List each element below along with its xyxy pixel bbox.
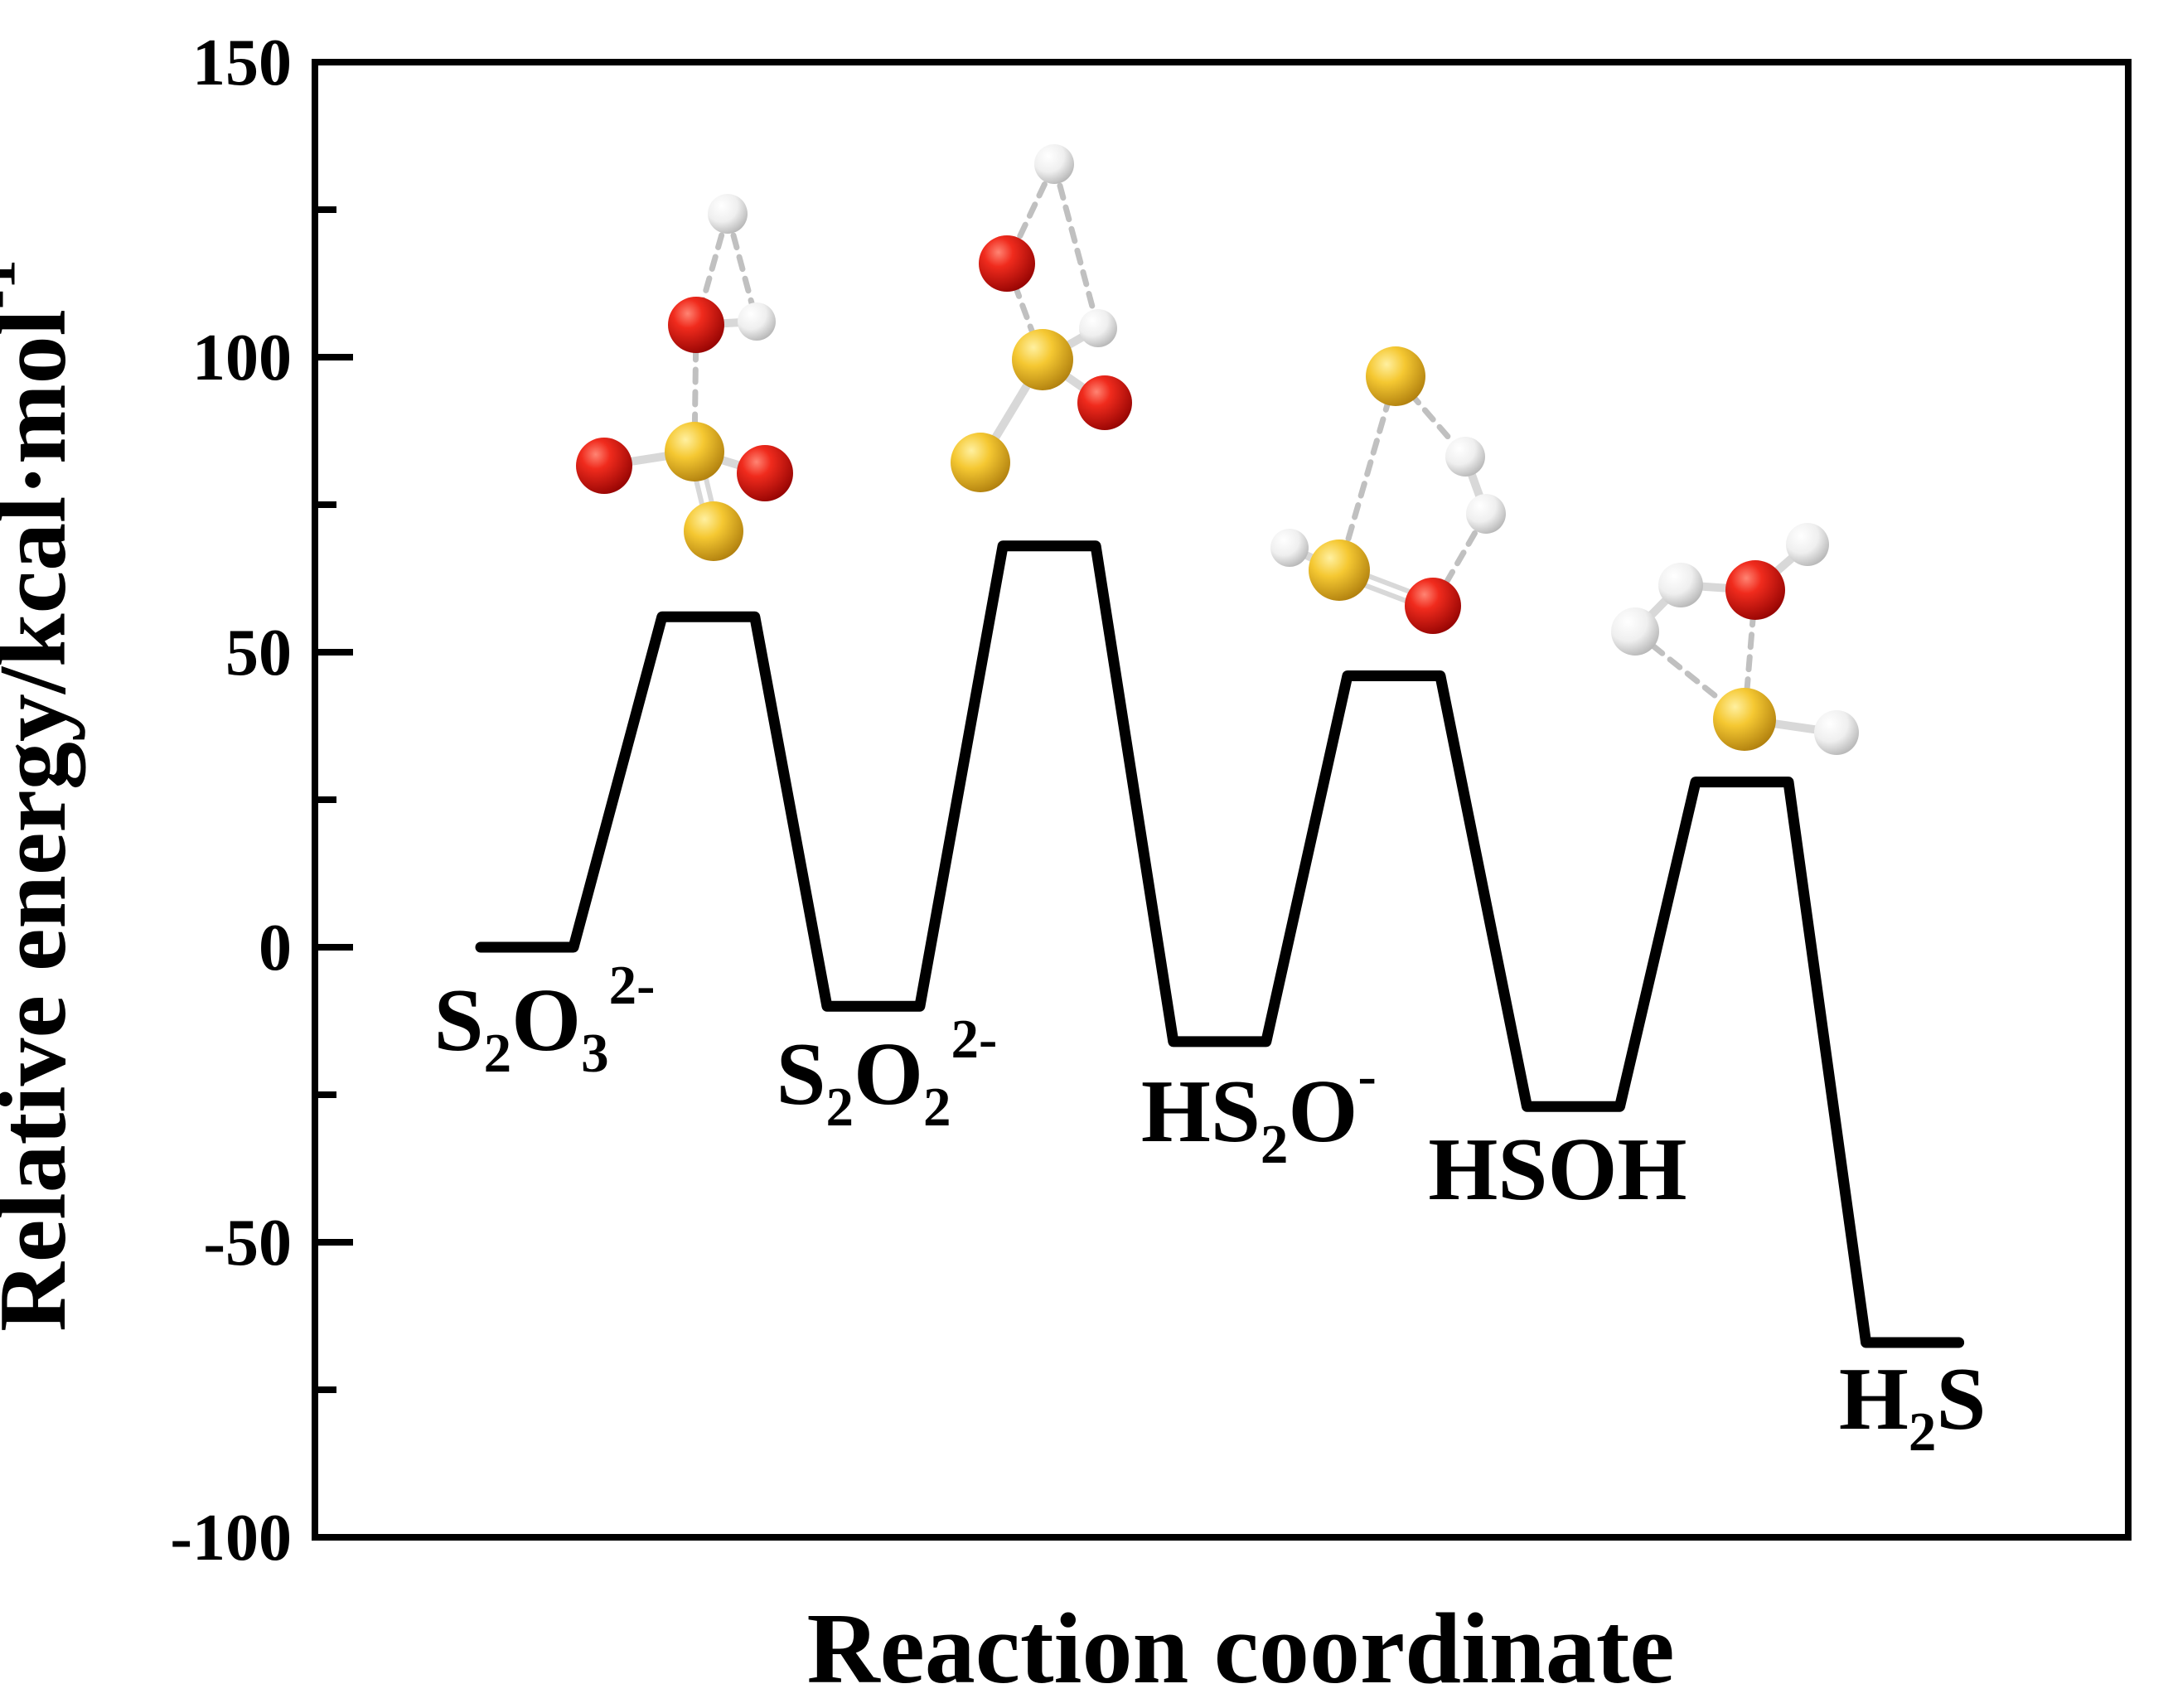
h-atom	[1814, 710, 1859, 755]
h-atom	[1658, 563, 1703, 607]
x-axis-title: Reaction coordinate	[807, 1593, 1675, 1705]
h-atom	[738, 302, 776, 341]
dashed-bond	[1336, 373, 1399, 573]
h-atom	[1786, 523, 1829, 566]
plot-box	[312, 59, 2132, 1541]
s-atom	[1309, 539, 1370, 601]
species-labels: S2O32- S2O22- HS2O- HSOH H2S	[434, 955, 1987, 1463]
species-label-h2s: H2S	[1839, 1350, 1987, 1463]
o-atom	[668, 297, 724, 353]
h-atom	[1445, 437, 1485, 477]
h-atom	[708, 194, 748, 234]
y-axis-title: Relative energy/kcal·mol-1	[0, 259, 86, 1332]
s-atom	[951, 433, 1010, 492]
o-atom	[1725, 560, 1785, 620]
y-tick-label: 0	[259, 912, 292, 985]
molecule-structures	[576, 144, 1859, 755]
s-atom	[1366, 346, 1425, 406]
s-atom	[1012, 329, 1073, 390]
species-label-s2o2: S2O22-	[776, 1009, 997, 1138]
y-tick-label: -100	[170, 1502, 292, 1575]
s-atom	[665, 422, 724, 481]
dashed-bond	[1051, 161, 1101, 331]
species-label-hsoh: HSOH	[1428, 1120, 1686, 1219]
species-label-s2o3: S2O32-	[434, 955, 656, 1084]
o-atom	[576, 438, 632, 494]
h-atom	[1079, 309, 1117, 347]
molecule-ts1	[576, 194, 793, 561]
s-atom	[684, 501, 743, 561]
h-atom	[1611, 607, 1659, 656]
molecule-ts3	[1270, 346, 1506, 634]
h-atom	[1466, 494, 1506, 534]
y-tick-label: 150	[192, 27, 292, 99]
energy-profile	[475, 540, 1965, 1348]
molecule-atoms	[1611, 523, 1859, 755]
h-atom	[1034, 144, 1074, 184]
molecule-ts2	[951, 144, 1132, 492]
dashed-bond	[1004, 260, 1046, 363]
molecule-atoms	[576, 194, 793, 561]
molecule-atoms	[1270, 346, 1506, 634]
y-tick-label: -50	[203, 1207, 292, 1280]
s-atom	[1713, 688, 1776, 751]
y-tick-label: 50	[225, 617, 292, 689]
molecule-atoms	[951, 144, 1132, 492]
species-label-hs2o: HS2O-	[1141, 1046, 1377, 1175]
o-atom	[979, 235, 1035, 292]
h-atom	[1270, 529, 1309, 567]
o-atom	[1405, 578, 1461, 634]
axes: 150 100 50 0 -50 -100	[170, 27, 2132, 1575]
molecule-ts4	[1611, 523, 1859, 755]
energy-profile-path	[475, 540, 1965, 1348]
y-tick-label: 100	[192, 322, 292, 394]
o-atom	[737, 445, 793, 501]
o-atom	[1077, 375, 1132, 430]
